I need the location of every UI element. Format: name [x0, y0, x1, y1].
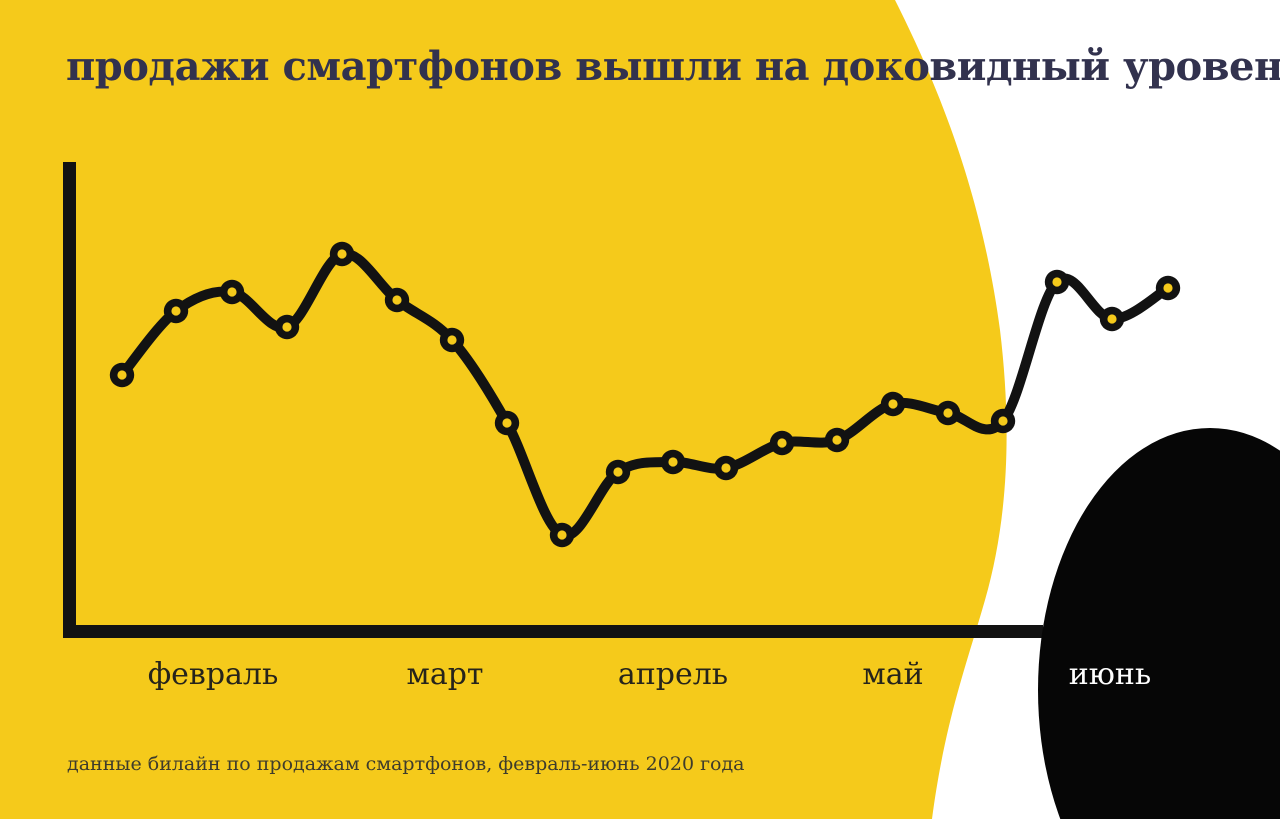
chart-title: продажи смартфонов вышли на доковидный у…: [66, 43, 1280, 90]
data-point-marker-hole: [1163, 283, 1173, 293]
data-point-marker-hole: [613, 467, 623, 477]
data-point-marker-hole: [171, 306, 181, 316]
data-point-marker-hole: [832, 435, 842, 445]
data-point-marker-hole: [392, 295, 402, 305]
x-axis: [63, 625, 1043, 638]
black-ellipse-decoration: [1038, 428, 1280, 819]
data-point-marker-hole: [777, 438, 787, 448]
y-axis: [63, 162, 76, 638]
data-point-marker-hole: [282, 322, 292, 332]
data-point-marker-hole: [888, 399, 898, 409]
x-axis-label-июнь: июнь: [1069, 657, 1151, 692]
data-point-marker-hole: [668, 457, 678, 467]
data-point-marker-hole: [1107, 314, 1117, 324]
data-point-marker-hole: [721, 463, 731, 473]
data-point-marker-hole: [1052, 277, 1062, 287]
data-point-marker-hole: [447, 335, 457, 345]
data-point-marker-hole: [502, 418, 512, 428]
data-point-marker-hole: [227, 287, 237, 297]
data-point-marker-hole: [943, 408, 953, 418]
data-point-marker-hole: [337, 249, 347, 259]
data-point-marker-hole: [557, 530, 567, 540]
data-point-marker-hole: [117, 370, 127, 380]
x-axis-label-февраль: февраль: [148, 657, 279, 692]
data-point-marker-hole: [998, 416, 1008, 426]
x-axis-label-апрель: апрель: [618, 657, 728, 692]
source-caption: данные билайн по продажам смартфонов, фе…: [67, 753, 745, 775]
x-axis-label-март: март: [406, 657, 483, 692]
x-axis-label-май: май: [862, 657, 923, 692]
